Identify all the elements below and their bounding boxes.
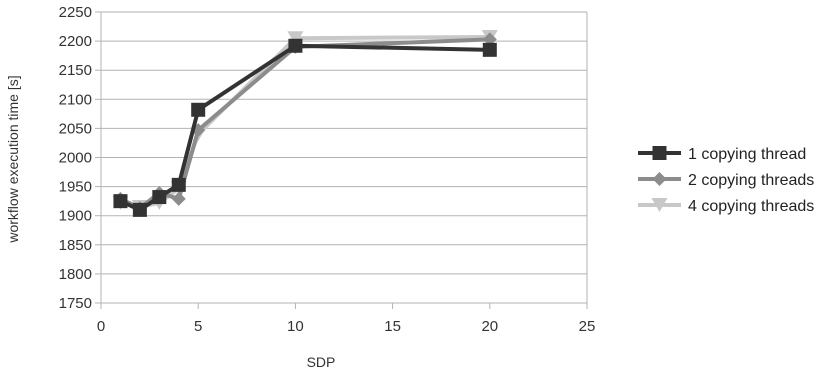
y-tick-label: 2050 bbox=[59, 120, 92, 137]
series-lines bbox=[112, 30, 498, 217]
x-tick-labels: 0 5 10 15 20 25 bbox=[97, 318, 596, 335]
y-tick-label: 2100 bbox=[59, 91, 92, 108]
x-tick-label: 10 bbox=[287, 318, 304, 335]
y-axis-title: workflow execution time [s] bbox=[5, 75, 21, 243]
y-tick-label: 2150 bbox=[59, 62, 92, 79]
data-point bbox=[191, 102, 206, 117]
data-point bbox=[171, 191, 186, 206]
x-tick-label: 5 bbox=[194, 318, 202, 335]
data-point bbox=[113, 194, 128, 209]
axes bbox=[95, 11, 588, 309]
legend-label: 4 copying threads bbox=[688, 198, 814, 215]
y-tick-label: 2000 bbox=[59, 150, 92, 167]
legend-marker bbox=[652, 172, 667, 186]
series-1 bbox=[113, 38, 497, 217]
data-point bbox=[132, 202, 147, 217]
y-tick-label: 2250 bbox=[59, 4, 92, 21]
data-point bbox=[288, 38, 303, 53]
gridlines bbox=[101, 11, 587, 304]
legend-label: 2 copying threads bbox=[688, 172, 814, 189]
data-point bbox=[152, 190, 167, 205]
y-tick-label: 1850 bbox=[59, 237, 92, 254]
y-tick-label: 1950 bbox=[59, 179, 92, 196]
x-tick-label: 20 bbox=[481, 318, 498, 335]
y-tick-label: 1900 bbox=[59, 208, 92, 225]
legend-item: 2 copying threads bbox=[638, 172, 814, 189]
y-tick-labels: 1750 1800 1850 1900 1950 2000 2050 2100 2150 2200… bbox=[59, 4, 92, 312]
y-tick-label: 1800 bbox=[59, 266, 92, 283]
data-point bbox=[482, 42, 497, 57]
data-point bbox=[171, 177, 186, 192]
x-tick-label: 25 bbox=[579, 318, 596, 335]
legend-marker bbox=[652, 146, 667, 160]
x-tick-label: 15 bbox=[384, 318, 401, 335]
y-tick-label: 2200 bbox=[59, 33, 92, 50]
legend-marker bbox=[651, 198, 668, 212]
y-tick-label: 1750 bbox=[59, 295, 92, 312]
legend-item: 1 copying thread bbox=[638, 146, 806, 163]
legend: 1 copying thread 2 copying threads 4 copyi… bbox=[638, 146, 814, 215]
x-tick-label: 0 bbox=[97, 318, 105, 335]
legend-item: 4 copying threads bbox=[638, 198, 814, 215]
x-axis-title: SDP bbox=[307, 354, 336, 370]
data-point bbox=[287, 31, 304, 46]
legend-label: 1 copying thread bbox=[688, 146, 806, 163]
